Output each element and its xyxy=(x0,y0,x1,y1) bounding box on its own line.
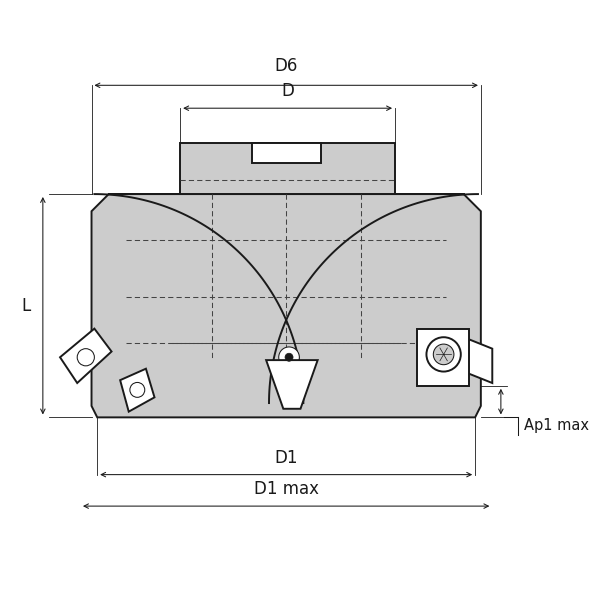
Circle shape xyxy=(130,382,145,397)
Text: D: D xyxy=(281,82,294,100)
Polygon shape xyxy=(180,143,395,194)
Polygon shape xyxy=(120,369,154,412)
Circle shape xyxy=(427,337,461,371)
Text: D6: D6 xyxy=(274,57,298,75)
Polygon shape xyxy=(92,194,481,418)
Text: D1 max: D1 max xyxy=(254,480,319,498)
Polygon shape xyxy=(60,329,112,383)
Circle shape xyxy=(77,349,94,366)
Text: L: L xyxy=(21,297,31,315)
Polygon shape xyxy=(266,360,317,409)
Polygon shape xyxy=(464,337,492,383)
Polygon shape xyxy=(252,143,320,163)
Circle shape xyxy=(285,353,293,361)
Text: D1: D1 xyxy=(274,449,298,467)
Text: Ap1 max: Ap1 max xyxy=(524,418,589,433)
Polygon shape xyxy=(417,329,469,386)
Circle shape xyxy=(279,347,299,368)
Circle shape xyxy=(433,344,454,365)
